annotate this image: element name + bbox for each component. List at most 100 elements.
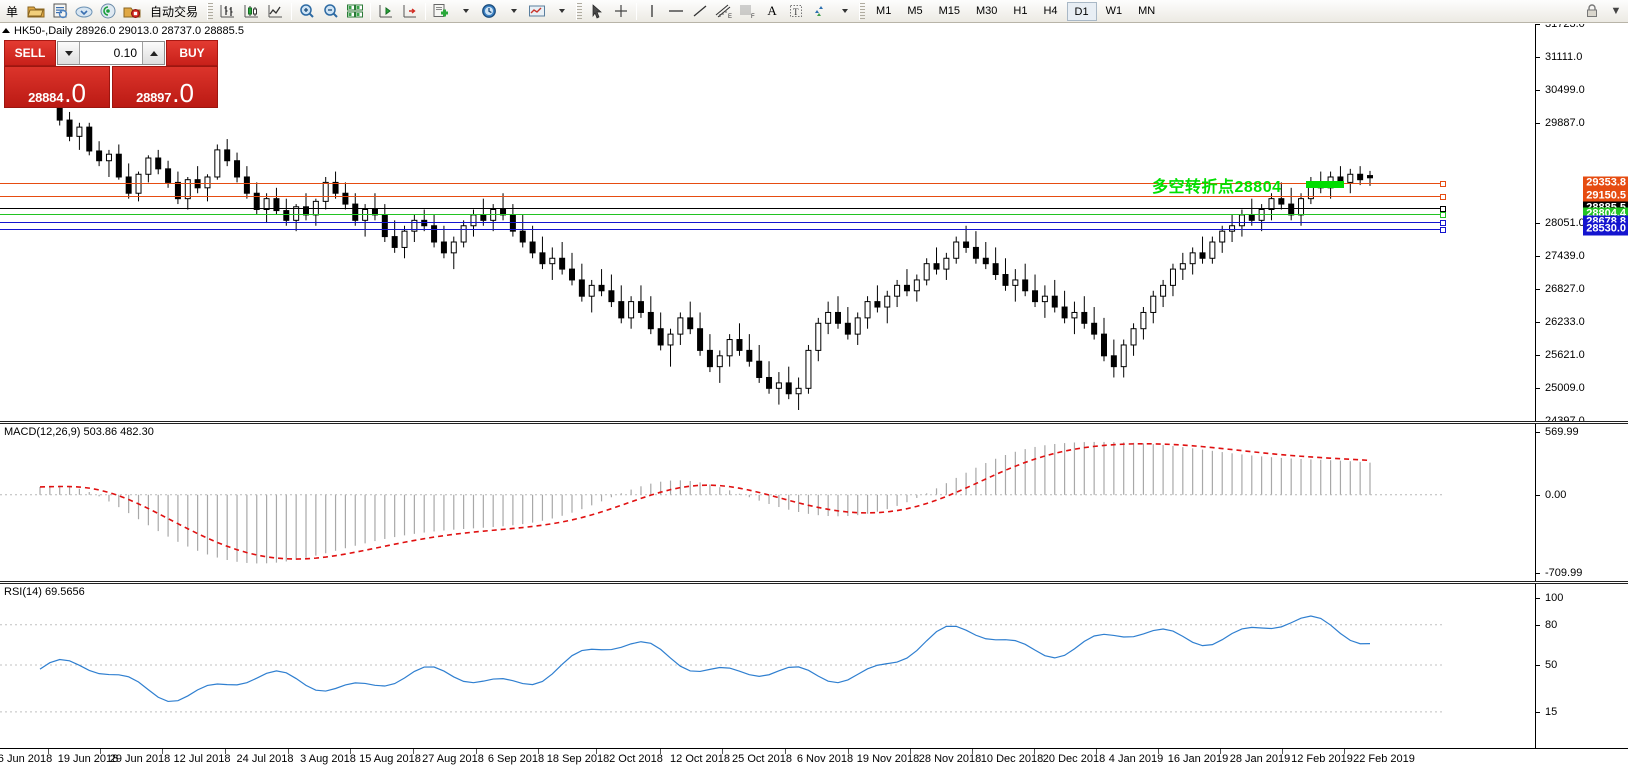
timeframe-d1[interactable]: D1 bbox=[1066, 1, 1097, 21]
sell-button[interactable]: SELL bbox=[4, 40, 56, 66]
open-folder-icon[interactable] bbox=[25, 1, 47, 22]
level-price-label-resistance-1[interactable]: 29353.8 bbox=[1583, 176, 1628, 190]
time-axis-label: 6 Nov 2018 bbox=[796, 753, 854, 765]
level-anchor-handle[interactable] bbox=[1440, 194, 1446, 200]
pane-divider-2[interactable] bbox=[0, 581, 1628, 584]
timeframe-h4[interactable]: H4 bbox=[1043, 4, 1058, 17]
auto-trading-icon[interactable] bbox=[121, 1, 143, 22]
level-anchor-handle[interactable] bbox=[1440, 206, 1446, 212]
pane-divider-1[interactable] bbox=[0, 421, 1628, 424]
horizontal-line-icon[interactable] bbox=[665, 1, 687, 22]
auto-trading-label[interactable]: 自动交易 bbox=[150, 4, 199, 19]
volume-stepper[interactable]: 0.10 bbox=[57, 41, 165, 65]
trendline-icon[interactable] bbox=[689, 1, 711, 22]
lock-icon[interactable] bbox=[1581, 1, 1603, 22]
time-tick-mark bbox=[413, 749, 414, 754]
toolbar-separator-1 bbox=[291, 2, 293, 20]
time-axis-label: 15 Aug 2018 bbox=[359, 753, 421, 765]
cursor-icon[interactable] bbox=[586, 1, 608, 22]
save-cloud-icon[interactable] bbox=[73, 1, 95, 22]
period-dropdown[interactable] bbox=[502, 1, 524, 22]
period-clock-icon[interactable] bbox=[478, 1, 500, 22]
volume-increase-button[interactable] bbox=[142, 42, 164, 64]
time-tick-mark bbox=[350, 749, 351, 754]
scroll-arrow-icon[interactable]: ▼ bbox=[1610, 5, 1622, 17]
level-line-support-2[interactable] bbox=[0, 227, 1446, 233]
level-line-pivot-green[interactable] bbox=[0, 212, 1446, 218]
level-anchor-handle[interactable] bbox=[1440, 227, 1446, 233]
level-price-label-resistance-2[interactable]: 29150.5 bbox=[1583, 189, 1628, 203]
rsi-tick: 15 bbox=[1536, 706, 1628, 718]
buy-price-main: 28897 bbox=[136, 90, 172, 105]
text-icon[interactable]: T bbox=[785, 1, 807, 22]
time-axis-label: 12 Feb 2019 bbox=[1291, 753, 1353, 765]
level-price-label-support-2[interactable]: 28530.0 bbox=[1583, 222, 1628, 236]
time-tick-mark bbox=[162, 749, 163, 754]
level-line-support-1[interactable] bbox=[0, 220, 1446, 226]
auto-scroll-icon[interactable] bbox=[399, 1, 421, 22]
time-axis-label: 28 Jan 2019 bbox=[1229, 753, 1291, 765]
price-tick: 24397.0 bbox=[1536, 415, 1628, 421]
new-order-dropdown[interactable] bbox=[454, 1, 476, 22]
text-label-icon[interactable]: A bbox=[767, 3, 777, 18]
bar-chart-icon[interactable] bbox=[217, 1, 239, 22]
timeframe-mn[interactable]: MN bbox=[1138, 4, 1156, 17]
zoom-out-icon[interactable] bbox=[320, 1, 342, 22]
buy-price-box[interactable]: 28897 .0 bbox=[112, 66, 218, 108]
objects-dropdown[interactable] bbox=[833, 1, 855, 22]
timeframe-h1[interactable]: H1 bbox=[1013, 4, 1028, 17]
macd-scale[interactable]: 569.99 0.00 -709.99 bbox=[1535, 424, 1628, 581]
level-anchor-handle[interactable] bbox=[1440, 212, 1446, 218]
candlestick-chart-icon[interactable] bbox=[241, 1, 263, 22]
price-chart-pane[interactable]: 31723.0 31111.0 30499.0 29887.0 28051.0 27439… bbox=[0, 24, 1628, 421]
volume-value[interactable]: 0.10 bbox=[80, 42, 142, 64]
indicators-dropdown[interactable] bbox=[550, 1, 572, 22]
signal-icon[interactable] bbox=[97, 1, 119, 22]
level-line-pivot-dark[interactable] bbox=[0, 206, 1446, 212]
sell-price-box[interactable]: 28884 .0 bbox=[4, 66, 110, 108]
crosshair-icon[interactable] bbox=[610, 1, 632, 22]
timeframe-w1[interactable]: W1 bbox=[1105, 4, 1123, 17]
timeframe-m5[interactable]: M5 bbox=[907, 4, 923, 17]
time-axis-label: 19 Nov 2018 bbox=[856, 753, 920, 765]
macd-pane[interactable]: MACD(12,26,9) 503.86 482.30 569.99 0.00 -7… bbox=[0, 424, 1628, 581]
timeframe-m1[interactable]: M1 bbox=[876, 4, 892, 17]
toolbar-grip-3[interactable] bbox=[859, 2, 866, 20]
indicators-icon[interactable] bbox=[526, 1, 548, 22]
symbol-ohlc-text: HK50-,Daily 28926.0 29013.0 28737.0 2888… bbox=[14, 24, 244, 37]
print-preview-icon[interactable] bbox=[49, 1, 71, 22]
equidistant-channel-icon[interactable]: E bbox=[713, 1, 735, 22]
line-chart-icon[interactable] bbox=[265, 1, 287, 22]
time-axis[interactable]: 6 Jun 2018 19 Jun 2018 29 Jun 2018 12 Jul 2… bbox=[0, 748, 1628, 769]
timeframe-group: M1 M5 M15 M30 H1 H4 D1 W1 MN bbox=[868, 1, 1163, 21]
tile-windows-icon[interactable] bbox=[344, 1, 366, 22]
toolbar-grip-2[interactable] bbox=[576, 2, 583, 20]
zoom-in-icon[interactable] bbox=[296, 1, 318, 22]
rsi-scale[interactable]: 100 80 50 15 bbox=[1535, 584, 1628, 748]
level-line-resistance-2[interactable] bbox=[0, 194, 1446, 200]
chart-shift-icon[interactable] bbox=[375, 1, 397, 22]
new-order-icon[interactable] bbox=[430, 1, 452, 22]
volume-decrease-button[interactable] bbox=[58, 42, 80, 64]
trade-controls-row: SELL 0.10 BUY bbox=[4, 40, 218, 66]
level-anchor-handle[interactable] bbox=[1440, 220, 1446, 226]
toolbar-grip-1[interactable] bbox=[207, 2, 214, 20]
level-line-resistance-1[interactable] bbox=[0, 181, 1446, 187]
time-tick-mark bbox=[1096, 749, 1097, 754]
collapse-triangle-icon[interactable] bbox=[2, 28, 10, 33]
time-tick-mark bbox=[288, 749, 289, 754]
fibo-icon[interactable]: F bbox=[737, 1, 759, 22]
objects-icon[interactable] bbox=[809, 1, 831, 22]
timeframe-m30[interactable]: M30 bbox=[976, 4, 998, 17]
green-highlight-block[interactable] bbox=[1306, 181, 1344, 188]
chart-annotation-text[interactable]: 多空转折点28804 bbox=[1152, 179, 1282, 196]
buy-button[interactable]: BUY bbox=[166, 40, 218, 66]
level-anchor-handle[interactable] bbox=[1440, 181, 1446, 187]
timeframe-m15[interactable]: M15 bbox=[938, 4, 960, 17]
time-tick-mark bbox=[848, 749, 849, 754]
rsi-pane[interactable]: RSI(14) 69.5656 100 80 50 15 bbox=[0, 584, 1628, 748]
time-axis-label: 2 Oct 2018 bbox=[609, 753, 663, 765]
vertical-line-icon[interactable] bbox=[641, 1, 663, 22]
svg-text:F: F bbox=[751, 14, 755, 19]
sell-price-main: 28884 bbox=[28, 90, 64, 105]
